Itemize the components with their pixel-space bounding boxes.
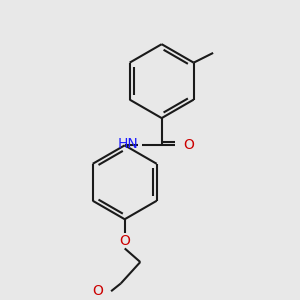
Text: O: O xyxy=(92,284,103,298)
Text: O: O xyxy=(119,234,130,248)
Text: HN: HN xyxy=(118,137,138,152)
Text: O: O xyxy=(183,138,194,152)
